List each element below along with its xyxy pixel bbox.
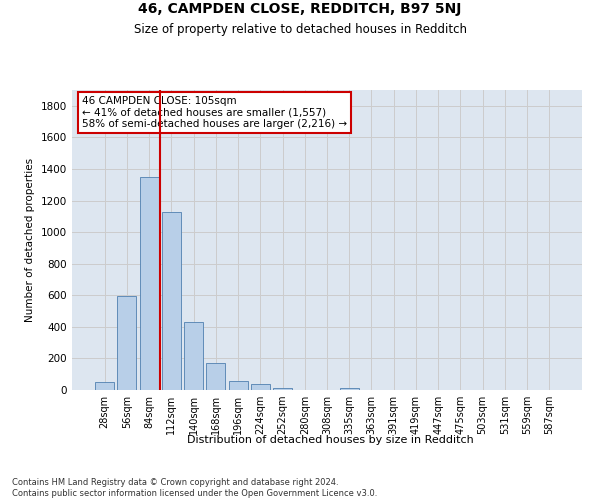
Bar [118,296,136,390]
Bar [229,380,248,390]
Bar [273,388,292,390]
Text: 46 CAMPDEN CLOSE: 105sqm
← 41% of detached houses are smaller (1,557)
58% of sem: 46 CAMPDEN CLOSE: 105sqm ← 41% of detach… [82,96,347,129]
Text: Contains HM Land Registry data © Crown copyright and database right 2024.
Contai: Contains HM Land Registry data © Crown c… [12,478,377,498]
Bar [95,382,114,390]
Bar [162,212,181,390]
Bar [140,177,158,390]
Bar [184,322,203,390]
Y-axis label: Number of detached properties: Number of detached properties [25,158,35,322]
Text: Size of property relative to detached houses in Redditch: Size of property relative to detached ho… [133,22,467,36]
Bar [251,384,270,390]
Bar [340,388,359,390]
Bar [206,363,225,390]
Text: Distribution of detached houses by size in Redditch: Distribution of detached houses by size … [187,435,473,445]
Text: 46, CAMPDEN CLOSE, REDDITCH, B97 5NJ: 46, CAMPDEN CLOSE, REDDITCH, B97 5NJ [139,2,461,16]
